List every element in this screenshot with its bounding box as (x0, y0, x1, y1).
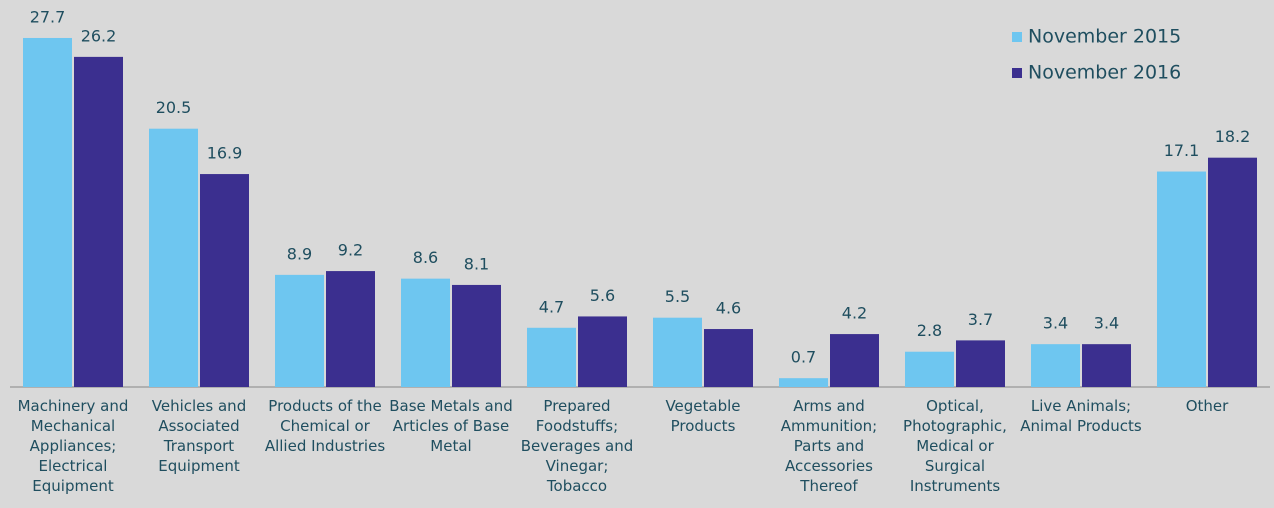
data-label: 2.8 (917, 321, 942, 340)
x-tick-label: Optical, Photographic, Medical or Surgic… (903, 397, 1007, 495)
bar (704, 329, 753, 387)
bar (578, 316, 627, 387)
bar (326, 271, 375, 387)
bar (527, 327, 576, 387)
legend-label: November 2015 (1028, 26, 1181, 48)
data-label: 18.2 (1215, 127, 1251, 146)
bar (830, 334, 879, 387)
bar (779, 378, 828, 387)
x-tick-label: Live Animals; Animal Products (1020, 397, 1142, 435)
legend-swatch (1012, 68, 1022, 78)
data-label: 20.5 (156, 98, 192, 117)
bar (149, 128, 198, 387)
bar (74, 56, 123, 387)
bar (23, 37, 72, 387)
data-label: 17.1 (1164, 141, 1200, 160)
x-tick-label: Other (1185, 397, 1229, 415)
x-tick-label: Vegetable Products (665, 397, 741, 435)
bar (653, 317, 702, 387)
data-label: 3.7 (968, 310, 993, 329)
x-tick-label: Machinery and Mechanical Appliances; Ele… (17, 397, 129, 495)
bar (1031, 344, 1080, 387)
bar (452, 284, 501, 387)
x-tick-label: Arms and Ammunition; Parts and Accessori… (780, 397, 878, 495)
bar (401, 278, 450, 387)
data-label: 4.6 (716, 299, 741, 318)
data-label: 26.2 (81, 26, 117, 45)
bar (1208, 157, 1257, 387)
data-label: 3.4 (1043, 314, 1068, 333)
data-label: 5.5 (665, 287, 690, 306)
bar (956, 340, 1005, 387)
legend-swatch (1012, 32, 1022, 42)
data-label: 8.9 (287, 244, 312, 263)
bar (905, 351, 954, 387)
x-tick-label: Vehicles and Associated Transport Equipm… (151, 397, 247, 475)
data-label: 0.7 (791, 348, 816, 367)
data-label: 8.6 (413, 248, 438, 267)
data-label: 5.6 (590, 286, 615, 305)
x-tick-label: Products of the Chemical or Allied Indus… (264, 397, 386, 455)
data-label: 3.4 (1094, 314, 1119, 333)
legend-label: November 2016 (1028, 62, 1181, 84)
data-label: 4.7 (539, 297, 564, 316)
bar (200, 174, 249, 387)
data-label: 4.2 (842, 304, 867, 323)
bar (1082, 344, 1131, 387)
data-label: 27.7 (30, 7, 66, 26)
bar (275, 274, 324, 387)
bar (1157, 171, 1206, 387)
data-label: 16.9 (207, 144, 243, 163)
x-tick-label: Base Metals and Articles of Base Metal (389, 397, 513, 455)
data-label: 8.1 (464, 254, 489, 273)
x-tick-label: Prepared Foodstuffs; Beverages and Vineg… (520, 397, 634, 495)
data-label: 9.2 (338, 241, 363, 260)
